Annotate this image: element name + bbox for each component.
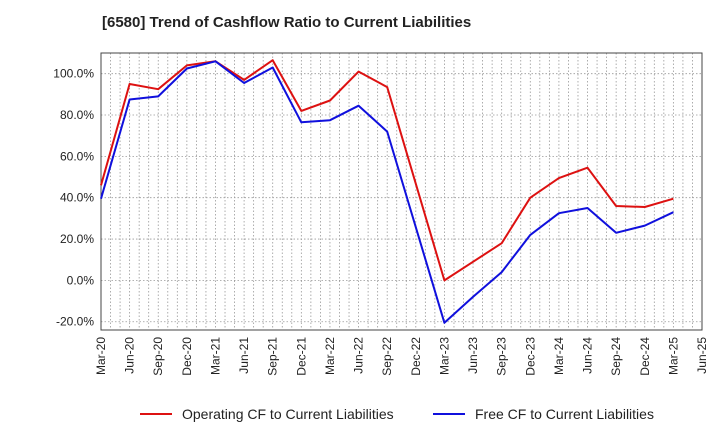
x-tick-label: Jun-25 — [695, 337, 709, 374]
x-tick-label: Mar-22 — [323, 337, 337, 375]
series-line-2 — [100, 60, 674, 324]
x-tick-label: Dec-23 — [523, 337, 537, 376]
x-tick-label: Jun-21 — [237, 337, 251, 374]
legend-label-1: Operating CF to Current Liabilities — [182, 406, 394, 422]
legend-label-2: Free CF to Current Liabilities — [475, 406, 654, 422]
series-line-1 — [100, 59, 674, 282]
x-tick-label: Mar-23 — [437, 337, 451, 375]
x-tick-label: Dec-22 — [409, 337, 423, 376]
y-tick-label: 100.0% — [53, 67, 94, 81]
x-tick-label: Sep-21 — [266, 337, 280, 376]
x-tick-label: Dec-24 — [638, 337, 652, 376]
y-tick-label: 0.0% — [67, 273, 95, 287]
plot-area — [101, 53, 702, 330]
x-tick-label: Sep-20 — [151, 337, 165, 376]
x-tick-label: Sep-24 — [609, 337, 623, 376]
x-tick-label: Mar-20 — [94, 337, 108, 375]
x-tick-label: Jun-22 — [352, 337, 366, 374]
x-tick-label: Jun-23 — [466, 337, 480, 374]
x-tick-label: Dec-21 — [294, 337, 308, 376]
plot-border — [100, 52, 703, 331]
x-tick-label: Mar-24 — [552, 337, 566, 375]
y-tick-label: -20.0% — [56, 315, 94, 329]
y-tick-label: 60.0% — [60, 149, 94, 163]
x-tick-label: Sep-23 — [495, 337, 509, 376]
y-tick-label: 20.0% — [60, 232, 94, 246]
y-tick-label: 80.0% — [60, 108, 94, 122]
x-tick-label: Dec-20 — [180, 337, 194, 376]
x-tick-label: Jun-24 — [581, 337, 595, 374]
x-tick-label: Jun-20 — [123, 337, 137, 374]
x-tick-label: Mar-25 — [666, 337, 680, 375]
chart-title: [6580] Trend of Cashflow Ratio to Curren… — [102, 14, 472, 31]
x-tick-label: Mar-21 — [208, 337, 222, 375]
y-tick-label: 40.0% — [60, 191, 94, 205]
x-tick-label: Sep-22 — [380, 337, 394, 376]
